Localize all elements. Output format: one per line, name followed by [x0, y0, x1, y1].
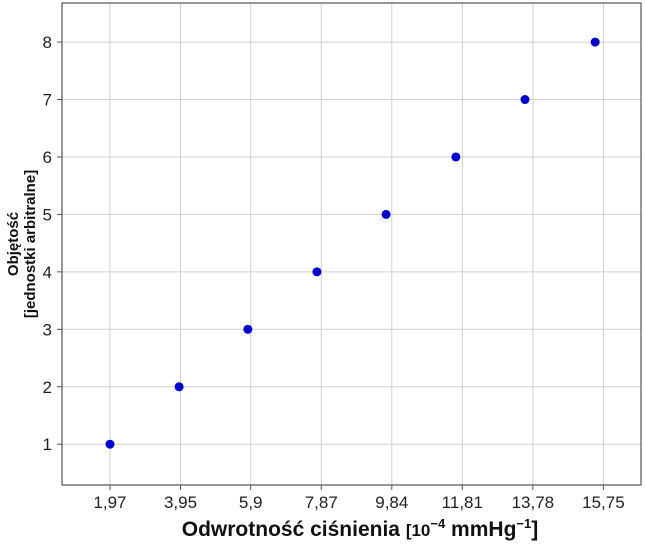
y-tick-label: 5 — [43, 205, 52, 224]
data-point — [590, 37, 600, 47]
grid — [57, 3, 641, 490]
y-tick-labels: 1 2 3 4 5 6 7 8 — [43, 33, 52, 454]
data-points — [105, 37, 600, 449]
y-tick-label: 8 — [43, 33, 52, 52]
x-tick-labels: 1,97 3,95 5,9 7,87 9,84 11,81 13,78 15,75 — [93, 493, 624, 512]
x-tick-label: 7,87 — [305, 493, 338, 512]
x-tick-label: 13,78 — [512, 493, 555, 512]
data-point — [381, 209, 391, 219]
data-point — [520, 95, 530, 105]
y-tick-label: 3 — [43, 320, 52, 339]
data-point — [312, 267, 322, 277]
y-tick-label: 2 — [43, 378, 52, 397]
plot-area-border — [61, 2, 642, 486]
y-axis-label-line1: Objętość — [5, 212, 22, 276]
y-tick-label: 4 — [43, 263, 52, 282]
x-tick-label: 1,97 — [93, 493, 126, 512]
y-tick-label: 1 — [43, 435, 52, 454]
y-axis-label: Objętość [jednostki arbitralne] — [5, 170, 39, 318]
x-tick-label: 11,81 — [442, 493, 483, 512]
x-tick-label: 15,75 — [582, 493, 625, 512]
x-axis-label: Odwrotność ciśnienia [10−4 mmHg−1] — [182, 516, 538, 541]
y-tick-label: 7 — [43, 91, 52, 110]
data-point — [174, 382, 184, 392]
x-tick-label: 3,95 — [164, 493, 197, 512]
y-axis-label-line2: [jednostki arbitralne] — [22, 170, 39, 318]
x-tick-label: 5,9 — [239, 493, 263, 512]
y-tick-label: 6 — [43, 148, 52, 167]
data-point — [105, 439, 115, 449]
x-tick-label: 9,84 — [375, 493, 408, 512]
data-point — [451, 152, 461, 162]
data-point — [243, 324, 253, 334]
